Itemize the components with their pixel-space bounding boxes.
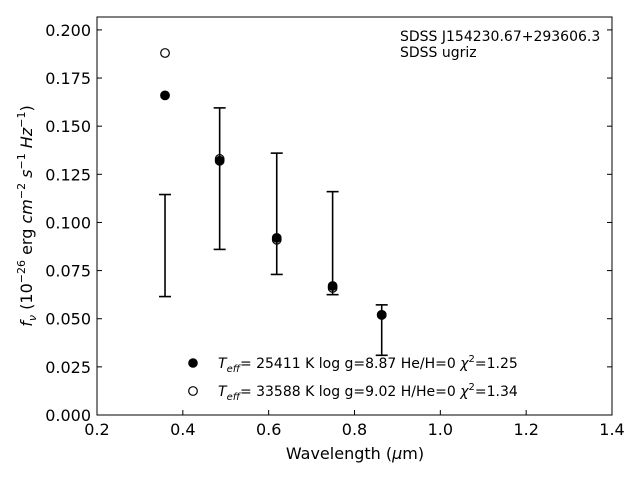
errorbar: [326, 190, 339, 296]
y-tick-label: 0.200: [45, 21, 91, 40]
y-axis-title: fν (10−26 erg cm−2 s−1 Hz−1): [15, 105, 39, 326]
y-tick-label: 0.050: [45, 310, 91, 329]
x-tick-label: 0.8: [342, 420, 367, 439]
y-tick-label: 0.150: [45, 117, 91, 136]
x-tick-label: 1.0: [428, 420, 453, 439]
data-point-open: [214, 154, 225, 164]
y-tick-label: 0.000: [45, 406, 91, 425]
object-name-annotation: SDSS J154230.67+293606.3: [400, 29, 600, 45]
x-tick-label: 1.2: [513, 420, 538, 439]
legend-marker-filled: [188, 358, 198, 368]
x-tick-label: 0.2: [84, 420, 109, 439]
errorbar: [270, 152, 283, 276]
x-tick-label: 1.4: [599, 420, 624, 439]
data-point-open: [271, 234, 282, 245]
x-tick-label: 0.4: [170, 420, 195, 439]
y-tick-label: 0.025: [45, 358, 91, 377]
legend-label-open: Teff= 33588 K log g=9.02 H/He=0 χ2=1.34: [218, 382, 518, 403]
series-filled: [160, 90, 387, 320]
survey-annotation: SDSS ugriz: [400, 45, 477, 61]
legend-marker-open: [188, 386, 198, 396]
y-tick-label: 0.100: [45, 213, 91, 232]
data-point-open: [160, 48, 170, 58]
y-tick-label: 0.075: [45, 262, 91, 281]
legend: Teff= 25411 K log g=8.87 He/H=0 χ2=1.25 …: [188, 354, 518, 403]
data-point-open: [376, 309, 387, 320]
errorbar: [213, 107, 226, 251]
y-tick-label: 0.125: [45, 165, 91, 184]
legend-label-filled: Teff= 25411 K log g=8.87 He/H=0 χ2=1.25: [218, 354, 518, 375]
data-point-open: [327, 283, 338, 293]
x-axis-title: Wavelength (μm): [286, 444, 424, 463]
series-open: [160, 48, 387, 320]
plot-layer: [159, 48, 388, 357]
ticks-layer: 0.2 0.4 0.6 0.8 1.0 1.2 1.4 0.000 0.025 0.050 0.07…: [45, 21, 625, 439]
x-tick-label: 0.6: [256, 420, 281, 439]
y-tick-label: 0.175: [45, 69, 91, 88]
errorbar: [159, 193, 172, 298]
data-point-filled: [160, 90, 170, 101]
